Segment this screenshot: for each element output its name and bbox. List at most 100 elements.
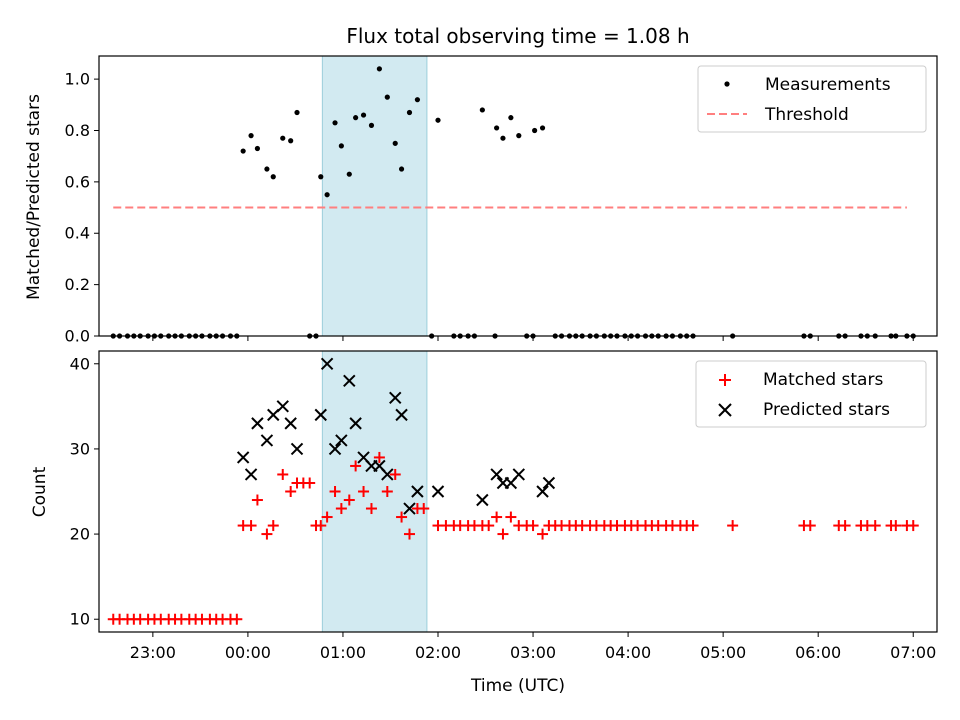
matched-point-81: [687, 520, 699, 532]
top-ytick-label-2: 0.4: [65, 224, 90, 243]
matched-point-21: [251, 494, 263, 506]
matched-point-42: [403, 528, 415, 540]
measurement-point-41: [406, 109, 413, 116]
measurement-point-42: [414, 97, 421, 103]
measurement-point-32: [338, 143, 344, 149]
measurement-point-29: [318, 174, 324, 180]
matched-point-41: [396, 511, 408, 523]
predicted-point-23: [476, 493, 489, 507]
matched-point-38: [373, 451, 385, 463]
matched-point-39: [381, 486, 393, 497]
bottom-legend: Matched stars Predicted stars: [695, 360, 927, 428]
measurement-point-20: [248, 133, 254, 139]
measurement-point-50: [479, 107, 485, 113]
predicted-star-points: [236, 357, 556, 515]
predicted-point-22: [431, 485, 445, 498]
measurement-point-51: [494, 125, 500, 131]
matched-point-89: [869, 520, 881, 532]
matched-point-28: [304, 477, 316, 489]
matched-point-33: [335, 503, 347, 515]
measurement-point-56: [539, 125, 546, 131]
observing-span-top: [321, 55, 428, 337]
measurement-point-54: [516, 133, 522, 139]
matched-point-36: [358, 486, 370, 497]
top-panel: 0.0 0.2 0.4 0.6 0.8 1.0 Matched/Predicted sta…: [24, 55, 938, 346]
bottom-xtick-label-4: 03:00: [510, 643, 556, 662]
measurement-point-21: [254, 145, 261, 152]
bottom-x-ticks: 23:00 00:00 01:00 02:00 03:00 04:00 05:00 06:00…: [130, 632, 936, 662]
matched-point-55: [505, 511, 517, 523]
bottom-xtick-label-8: 07:00: [890, 643, 936, 662]
measurement-point-34: [353, 115, 359, 121]
matched-point-24: [277, 468, 289, 480]
observing-span-rect-0: [321, 55, 428, 337]
matched-point-53: [491, 511, 503, 523]
measurement-point-23: [270, 174, 276, 180]
bottom-xtick-label-5: 04:00: [605, 643, 651, 662]
predicted-point-19: [395, 408, 408, 422]
matched-point-44: [418, 503, 430, 515]
bottom-ytick-label-1: 20: [70, 525, 90, 544]
top-ytick-label-1: 0.2: [65, 275, 90, 294]
top-ytick-label-5: 1.0: [65, 70, 90, 89]
predicted-point-21: [411, 485, 424, 498]
predicted-point-24: [490, 468, 503, 481]
bottom-xtick-label-6: 05:00: [700, 643, 746, 662]
matched-point-59: [537, 528, 549, 540]
top-y-axis-label: Matched/Predicted stars: [24, 94, 44, 300]
matched-point-31: [321, 511, 333, 523]
matched-point-37: [365, 503, 377, 515]
matched-point-82: [727, 520, 739, 532]
matched-point-30: [315, 520, 327, 532]
predicted-point-27: [512, 468, 525, 481]
matched-point-86: [839, 520, 851, 532]
measurement-point-33: [346, 171, 352, 177]
bottom-ytick-label-2: 30: [70, 439, 90, 458]
measurement-point-19: [240, 148, 246, 154]
measurement-point-26: [294, 109, 300, 116]
top-ytick-label-3: 0.6: [65, 172, 90, 191]
predicted-point-8: [314, 408, 327, 422]
top-axes-frame: [98, 55, 938, 337]
legend-measurements-marker: [724, 81, 730, 87]
matched-point-52: [483, 520, 495, 532]
measurement-point-53: [508, 115, 514, 121]
matched-point-18: [231, 613, 243, 625]
predicted-point-5: [276, 400, 289, 413]
bottom-xtick-label-7: 06:00: [795, 643, 841, 662]
predicted-point-9: [320, 357, 334, 370]
legend-predicted-label: Predicted stars: [763, 400, 890, 420]
predicted-point-13: [349, 417, 362, 430]
predicted-point-20: [403, 502, 416, 515]
measurement-point-35: [360, 112, 367, 118]
measurement-point-40: [398, 166, 405, 172]
measurement-point-24: [280, 135, 286, 141]
top-legend-box: [697, 65, 927, 133]
x-axis-label: Time (UTC): [470, 676, 565, 696]
top-ytick-label-4: 0.8: [65, 121, 90, 140]
matched-star-points: [107, 451, 919, 625]
predicted-point-6: [284, 417, 297, 430]
bottom-legend-box: [695, 360, 927, 428]
legend-predicted-marker: [718, 403, 732, 417]
legend-measurements-label: Measurements: [765, 75, 891, 95]
predicted-point-0: [236, 451, 250, 464]
measurement-point-31: [332, 120, 338, 126]
matched-point-20: [245, 520, 257, 532]
bottom-y-axis-label: Count: [30, 466, 50, 517]
predicted-point-1: [244, 468, 258, 481]
matched-point-40: [389, 468, 401, 480]
predicted-point-10: [328, 442, 342, 456]
measurement-point-22: [264, 166, 270, 172]
bottom-panel: 10 20 30 40 23:00 00:00 01:00 02:00 03:00 04:00 0…: [30, 350, 938, 696]
measurement-point-30: [324, 192, 330, 198]
matched-point-23: [267, 520, 279, 532]
predicted-point-11: [335, 434, 348, 447]
top-x-ticks: [152, 336, 914, 341]
matched-point-93: [907, 520, 919, 532]
top-ytick-label-0: 0.0: [65, 327, 90, 346]
chart-title: Flux total observing time = 1.08 h: [346, 24, 689, 48]
measurement-point-37: [376, 66, 382, 72]
legend-matched-marker: [719, 374, 731, 386]
matched-point-32: [329, 486, 341, 497]
